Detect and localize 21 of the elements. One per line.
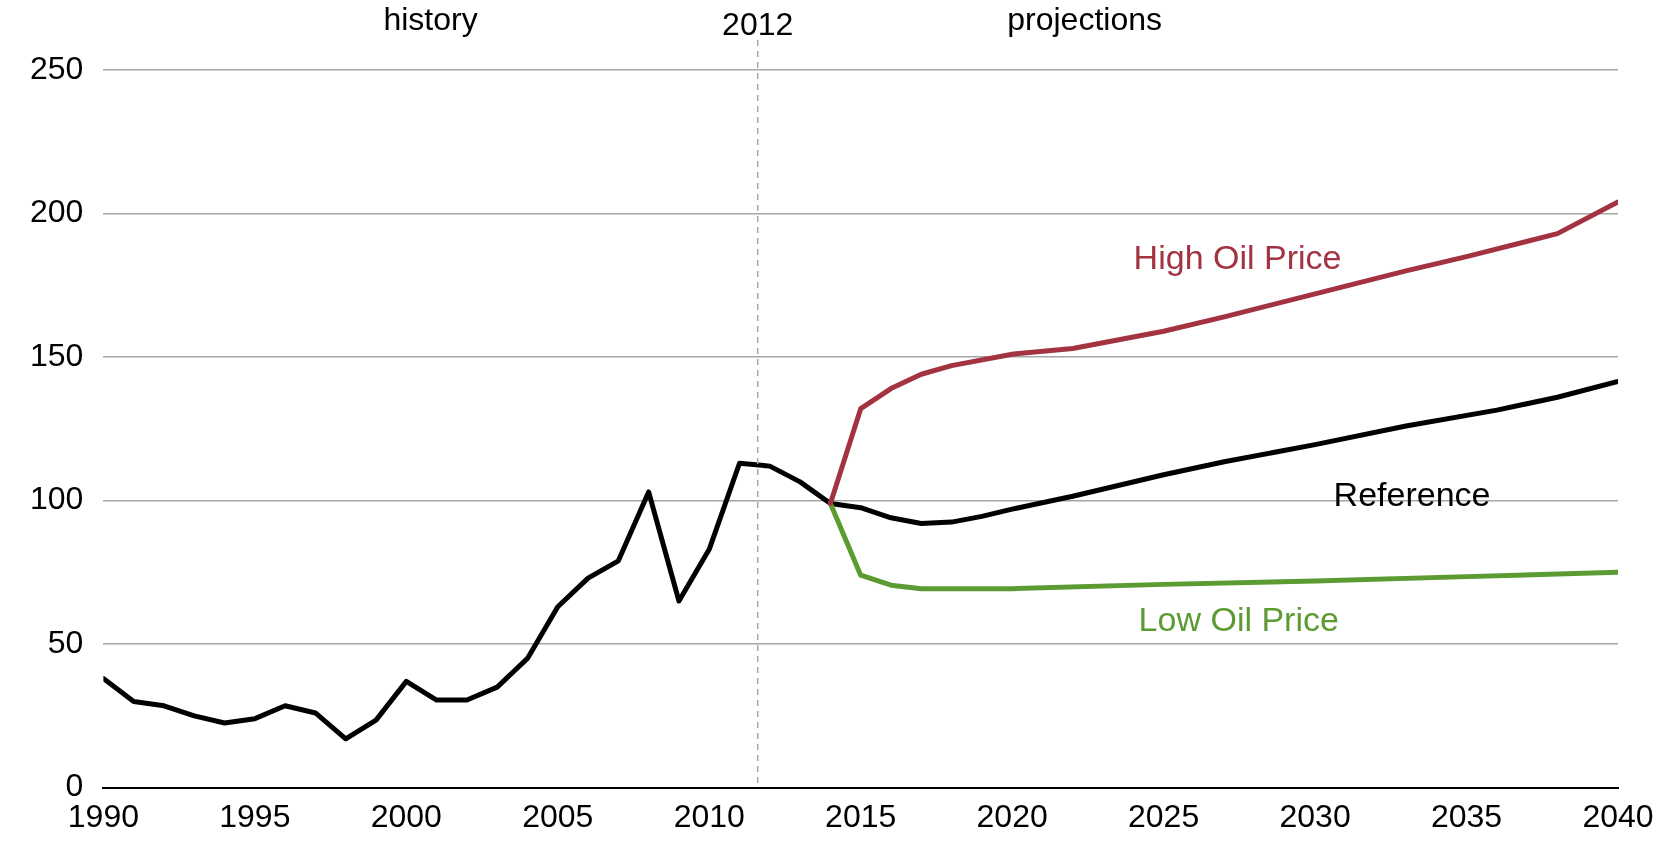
- series-label: High Oil Price: [1133, 237, 1342, 276]
- series-label: Reference: [1333, 475, 1491, 514]
- y-tick-label: 150: [30, 336, 84, 373]
- x-tick-label: 2010: [673, 797, 745, 834]
- x-tick-label: 2005: [522, 797, 594, 834]
- text: projections: [1007, 0, 1162, 37]
- x-tick-label: 2015: [825, 797, 897, 834]
- x-tick-label: 1995: [219, 797, 291, 834]
- text: history: [383, 0, 478, 37]
- x-tick-label: 2000: [370, 797, 442, 834]
- x-tick-label: 2020: [976, 797, 1048, 834]
- y-tick-label: 200: [30, 193, 84, 230]
- x-tick-label: 2035: [1430, 797, 1503, 834]
- y-tick-label: 100: [30, 480, 84, 517]
- ref-line-label: 2012: [722, 5, 794, 42]
- y-tick-label: 50: [47, 623, 84, 660]
- x-tick-label: 2030: [1279, 797, 1351, 834]
- series-label: Low Oil Price: [1138, 599, 1339, 638]
- x-tick-label: 2025: [1128, 797, 1200, 834]
- x-tick-label: 2040: [1582, 797, 1654, 834]
- y-tick-label: 250: [30, 49, 84, 86]
